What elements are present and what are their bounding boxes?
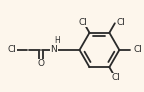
Text: Cl: Cl — [79, 18, 87, 27]
Text: Cl: Cl — [111, 73, 120, 82]
Text: N: N — [50, 45, 57, 54]
Text: O: O — [37, 59, 44, 68]
Text: Cl: Cl — [117, 18, 126, 27]
Text: Cl: Cl — [7, 45, 16, 54]
Text: H: H — [55, 36, 60, 45]
Text: Cl: Cl — [133, 45, 142, 54]
